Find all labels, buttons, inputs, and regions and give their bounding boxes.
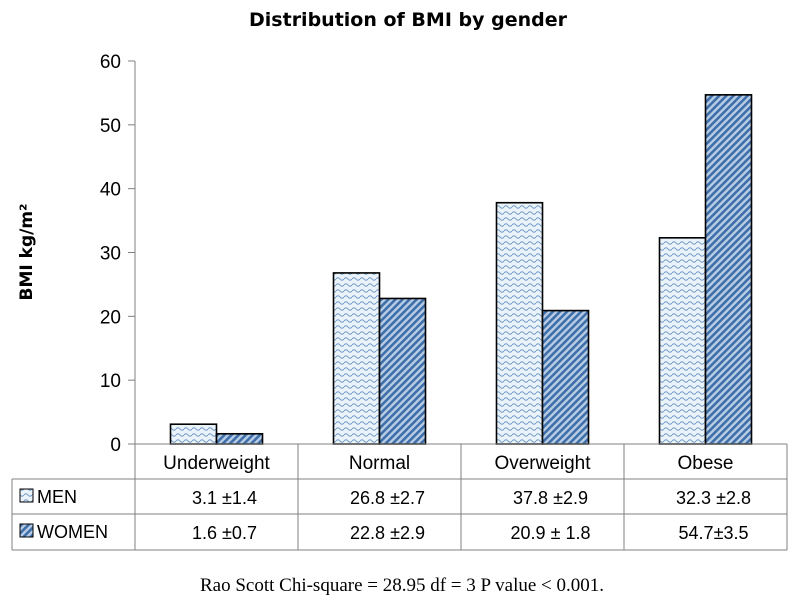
legend-label-men: MEN: [37, 487, 77, 507]
statistics-footnote: Rao Scott Chi-square = 28.95 df = 3 P va…: [200, 575, 604, 596]
bars: [169, 94, 753, 445]
data-label: 37.8 ±2.9: [513, 488, 588, 508]
y-tick-label: 50: [100, 116, 121, 137]
y-tick-label: 0: [110, 435, 121, 456]
x-category-label: Normal: [349, 453, 410, 474]
bar-men-overweight: [495, 201, 544, 445]
y-tick-label: 60: [100, 52, 121, 73]
x-category-label: Underweight: [163, 453, 270, 474]
bar-women-overweight: [541, 309, 590, 445]
data-label: 20.9 ± 1.8: [511, 523, 591, 543]
y-tick-label: 20: [100, 307, 121, 328]
chart-title: Distribution of BMI by gender: [249, 9, 568, 31]
data-label: 1.6 ±0.7: [192, 523, 257, 543]
y-axis-label: BMI kg/m²: [17, 204, 37, 301]
bar-men-normal: [332, 272, 381, 445]
y-tick-label: 30: [100, 244, 121, 265]
x-category-label: Obese: [678, 453, 734, 474]
legend-swatch-women: [19, 523, 34, 538]
legend-label-women: WOMEN: [37, 522, 108, 542]
data-label: 22.8 ±2.9: [350, 523, 425, 543]
x-category-label: Overweight: [494, 453, 591, 474]
data-label: 3.1 ±1.4: [192, 488, 257, 508]
y-tick-label: 10: [100, 371, 121, 392]
legend-swatch-men: [19, 488, 34, 503]
data-label: 26.8 ±2.7: [350, 488, 425, 508]
bar-men-obese: [658, 237, 707, 445]
y-tick-label: 40: [100, 180, 121, 201]
data-label: 54.7±3.5: [679, 523, 749, 543]
data-label: 32.3 ±2.8: [676, 488, 751, 508]
bar-women-underweight: [215, 432, 264, 445]
data-table: Underweight Normal Overweight Obese MEN 3.1 ±…: [11, 443, 788, 551]
bar-women-normal: [378, 297, 427, 445]
y-axis: 0 10 20 30 40 50 60: [100, 52, 136, 456]
bar-women-obese: [704, 94, 753, 445]
bar-men-underweight: [169, 423, 218, 445]
